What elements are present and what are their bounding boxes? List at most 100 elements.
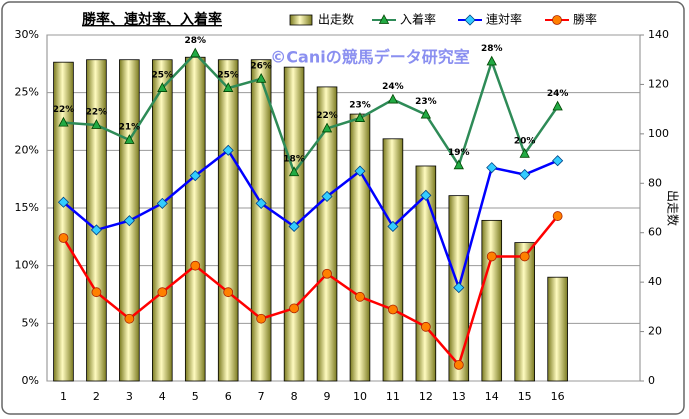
data-label: 24%	[547, 89, 569, 99]
legend-swatch	[289, 14, 313, 26]
marker	[420, 189, 432, 201]
marker	[91, 287, 102, 298]
bar	[547, 276, 568, 382]
marker	[255, 72, 267, 83]
data-label: 28%	[481, 44, 503, 54]
marker	[321, 122, 333, 133]
x-tick-label: 12	[419, 390, 433, 403]
legend-label: 勝率	[573, 12, 597, 27]
marker	[519, 147, 530, 158]
marker	[223, 287, 234, 298]
legend-label: 出走数	[318, 12, 354, 27]
data-label: 28%	[184, 36, 206, 46]
data-label: 22%	[86, 107, 108, 117]
x-tick-label: 3	[126, 390, 133, 403]
marker	[453, 282, 465, 294]
x-tick-label: 11	[386, 390, 400, 403]
bar	[514, 242, 535, 382]
marker	[91, 119, 102, 129]
y-tick-label: 30%	[15, 28, 39, 41]
marker	[255, 197, 267, 209]
data-label: 25%	[217, 71, 239, 81]
marker	[354, 165, 366, 177]
marker	[388, 304, 398, 315]
marker	[223, 82, 234, 92]
bar	[217, 59, 239, 382]
x-tick-label: 14	[485, 390, 499, 403]
marker	[288, 166, 300, 177]
y2-tick-label: 80	[648, 176, 662, 189]
marker	[552, 211, 563, 221]
y-tick-label: 0%	[22, 374, 39, 387]
marker	[124, 134, 135, 144]
data-label: 19%	[448, 148, 470, 158]
y-tick-label: 15%	[15, 201, 39, 214]
bar	[349, 113, 371, 382]
bar	[415, 165, 437, 382]
y2-tick-label: 20	[648, 325, 662, 338]
data-label: 23%	[415, 97, 437, 107]
data-label: 18%	[283, 155, 305, 165]
x-tick-label: 8	[291, 390, 298, 403]
marker	[58, 116, 69, 127]
marker	[552, 15, 562, 25]
x-tick-label: 9	[324, 390, 331, 403]
legend-label: 連対率	[486, 12, 522, 27]
watermark: ©Caniの競馬データ研究室	[270, 48, 469, 67]
marker	[486, 55, 497, 66]
bar	[152, 59, 173, 382]
marker	[190, 47, 201, 58]
x-tick-label: 2	[93, 390, 100, 403]
y2-tick-label: 100	[648, 127, 669, 140]
marker	[519, 168, 531, 181]
bar	[316, 86, 338, 382]
marker	[157, 82, 168, 92]
bar	[184, 56, 206, 382]
marker	[321, 190, 333, 203]
x-tick-label: 13	[452, 390, 466, 403]
marker	[57, 196, 70, 208]
x-tick-label: 16	[551, 390, 565, 403]
y2-tick-label: 140	[648, 28, 669, 41]
marker	[387, 93, 399, 104]
data-label: 23%	[349, 101, 371, 111]
y2-axis-label: 出走数	[666, 190, 681, 226]
data-label: 22%	[316, 111, 338, 121]
y-tick-label: 5%	[22, 316, 39, 329]
marker	[552, 155, 564, 167]
marker	[322, 268, 332, 279]
marker	[123, 215, 135, 227]
x-tick-label: 7	[258, 390, 265, 403]
bar	[53, 61, 74, 382]
marker	[354, 112, 366, 122]
y2-tick-label: 120	[648, 77, 669, 90]
y2-tick-label: 60	[648, 226, 662, 239]
marker	[288, 220, 300, 233]
data-label: 24%	[382, 82, 404, 92]
y-tick-label: 20%	[15, 143, 39, 156]
bar	[481, 219, 503, 382]
marker	[124, 313, 135, 324]
y-tick-label: 25%	[15, 86, 39, 99]
marker	[222, 144, 234, 156]
marker	[464, 14, 476, 26]
marker	[453, 359, 464, 370]
line	[62, 148, 559, 292]
marker	[189, 170, 201, 182]
data-label: 22%	[53, 105, 75, 115]
marker	[453, 159, 464, 170]
x-tick-label: 4	[159, 390, 166, 403]
data-label: 26%	[250, 61, 272, 71]
y2-tick-label: 0	[648, 374, 655, 387]
y2-tick-label: 40	[648, 275, 662, 288]
marker	[256, 313, 267, 324]
bar	[250, 59, 272, 382]
x-tick-label: 1	[60, 390, 67, 403]
x-tick-label: 10	[353, 390, 367, 403]
x-tick-label: 5	[192, 390, 199, 403]
data-label: 25%	[152, 71, 174, 81]
x-tick-label: 6	[225, 390, 232, 403]
line	[62, 215, 559, 368]
marker	[552, 100, 563, 111]
